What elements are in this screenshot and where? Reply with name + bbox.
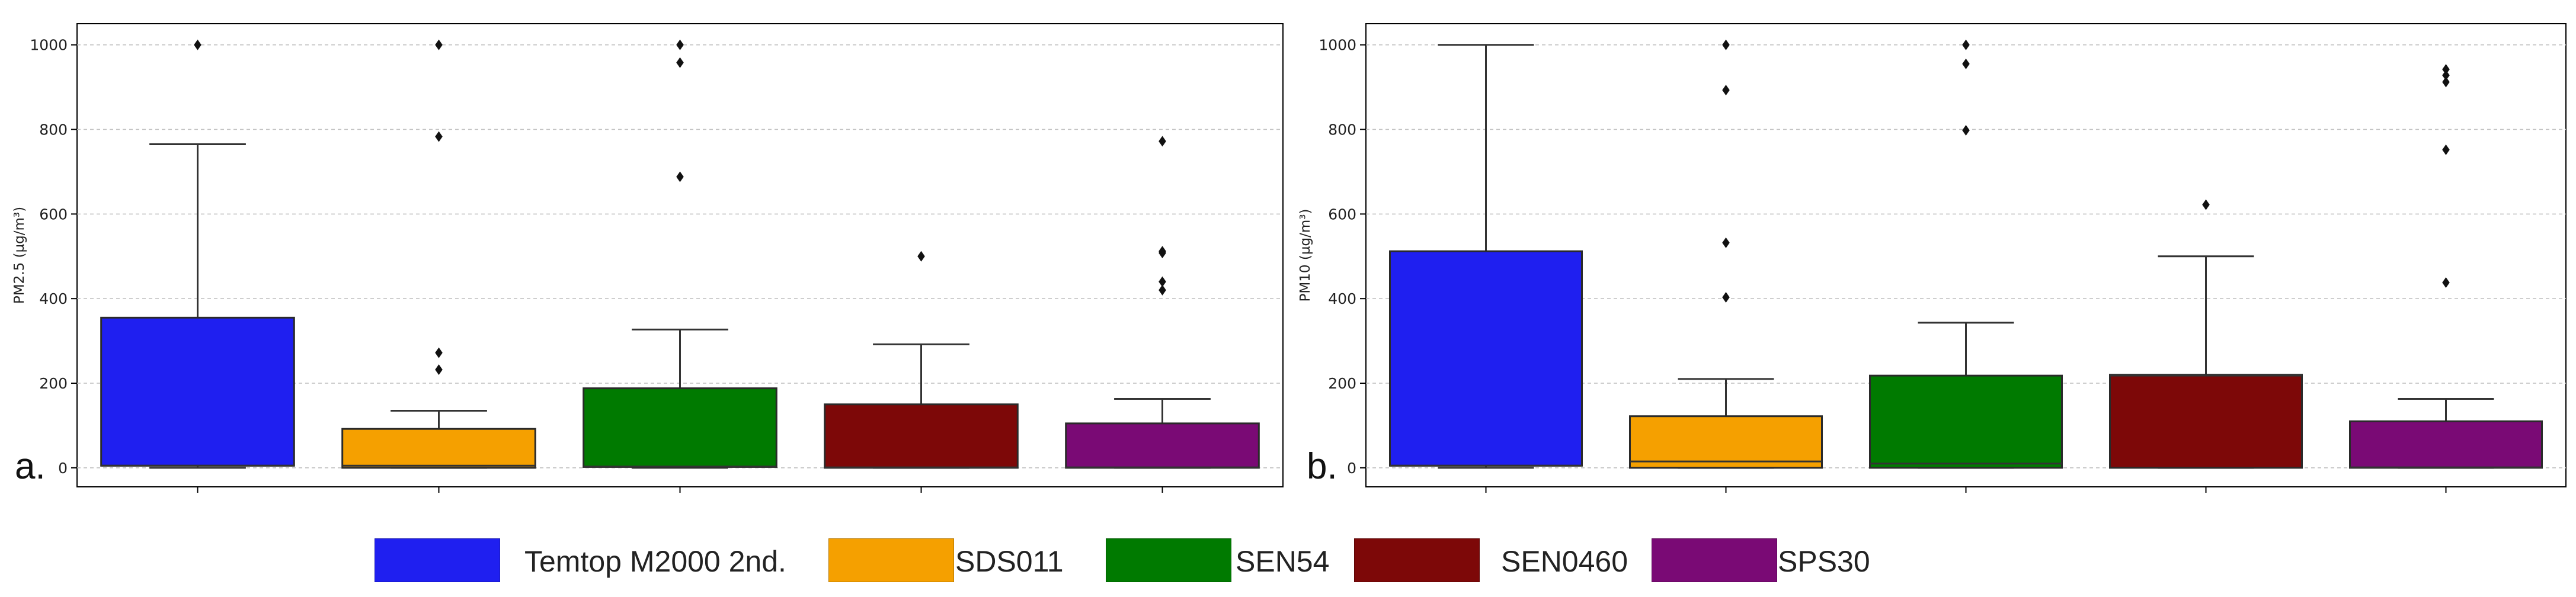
- y-tick-label: 400: [39, 290, 68, 307]
- legend-label-sen0460: SEN0460: [1501, 545, 1628, 578]
- y-tick-label: 400: [1328, 290, 1356, 307]
- outlier-point: [1159, 276, 1166, 287]
- outlier-point: [1962, 39, 1970, 50]
- box-temtop-m2000-2nd: [100, 39, 295, 493]
- box-plot-figure: 0 200 400 600 800 1000 PM2.5 (µg/m³) a. 0 200 400 6…: [12, 23, 2567, 493]
- outlier-point: [1962, 58, 1970, 69]
- chart-panel-b: 0 200 400 600 800 1000 PM10 (µg/m³) b.: [1298, 23, 2567, 493]
- outlier-point: [1722, 237, 1730, 248]
- outlier-point: [1159, 246, 1166, 257]
- outlier-point: [676, 39, 684, 50]
- y-tick-label: 200: [1328, 375, 1356, 392]
- legend-swatch-temtop: [375, 538, 500, 582]
- iqr-box: [1389, 250, 1583, 467]
- iqr-box: [2109, 374, 2303, 469]
- y-tick-label: 0: [1347, 460, 1356, 477]
- iqr-box: [341, 428, 536, 469]
- y-tick-label: 1000: [30, 37, 68, 54]
- chart-panel-a: 0 200 400 600 800 1000 PM2.5 (µg/m³) a.: [12, 23, 1284, 493]
- legend-swatch-sps30: [1652, 538, 1777, 582]
- box-sds011: [1629, 39, 1823, 493]
- y-tick-label: 0: [58, 460, 68, 477]
- panel-label: b.: [1307, 446, 1337, 487]
- outlier-point: [2442, 64, 2450, 75]
- outlier-point: [2442, 76, 2450, 88]
- outlier-point: [1159, 136, 1166, 147]
- legend-label-temtop: Temtop M2000 2nd.: [524, 545, 786, 578]
- outlier-point: [2442, 70, 2450, 81]
- box-sen54: [1869, 39, 2063, 493]
- y-tick-label: 1000: [1319, 37, 1356, 54]
- outlier-point: [676, 57, 684, 68]
- outlier-point: [2442, 277, 2450, 288]
- box-sds011: [341, 39, 536, 493]
- y-tick-label: 800: [1328, 121, 1356, 139]
- outlier-point: [435, 39, 443, 50]
- legend-swatch-sen0460: [1354, 538, 1480, 582]
- iqr-box: [1065, 422, 1260, 469]
- outlier-point: [435, 364, 443, 375]
- legend: Temtop M2000 2nd. SDS011 SEN54 SEN0460 S…: [0, 536, 2576, 583]
- box-sps30: [1065, 136, 1260, 493]
- y-axis-label: PM2.5 (µg/m³): [12, 207, 27, 304]
- iqr-box: [583, 387, 777, 468]
- legend-label-sds011: SDS011: [955, 545, 1064, 578]
- iqr-box: [824, 403, 1019, 469]
- box-sen54: [583, 39, 777, 493]
- y-tick-label: 800: [39, 121, 68, 139]
- outlier-point: [2442, 144, 2450, 155]
- y-tick-label: 600: [1328, 206, 1356, 223]
- panel-label: a.: [15, 446, 46, 487]
- legend-label-sps30: SPS30: [1778, 545, 1870, 578]
- box-temtop-m2000-2nd: [1389, 44, 1583, 493]
- iqr-box: [1869, 374, 2063, 469]
- y-tick-label: 200: [39, 375, 68, 392]
- outlier-point: [435, 131, 443, 142]
- outlier-point: [1722, 292, 1730, 303]
- outlier-point: [1722, 39, 1730, 50]
- legend-swatch-sen54: [1106, 538, 1231, 582]
- outlier-point: [917, 251, 925, 262]
- legend-swatch-sds011: [828, 538, 954, 582]
- box-sen0460: [824, 251, 1019, 493]
- outlier-point: [194, 39, 201, 50]
- box-sps30: [2349, 64, 2543, 493]
- outlier-point: [676, 171, 684, 182]
- outlier-point: [1159, 284, 1166, 296]
- iqr-box: [1629, 415, 1823, 469]
- y-axis-label: PM10 (µg/m³): [1298, 209, 1313, 302]
- iqr-box: [100, 316, 295, 467]
- iqr-box: [2349, 420, 2543, 469]
- outlier-point: [435, 347, 443, 358]
- outlier-point: [1962, 124, 1970, 136]
- legend-label-sen54: SEN54: [1236, 545, 1330, 578]
- outlier-point: [1722, 85, 1730, 96]
- box-sen0460: [2109, 199, 2303, 493]
- outlier-point: [2202, 199, 2210, 210]
- y-tick-label: 600: [39, 206, 68, 223]
